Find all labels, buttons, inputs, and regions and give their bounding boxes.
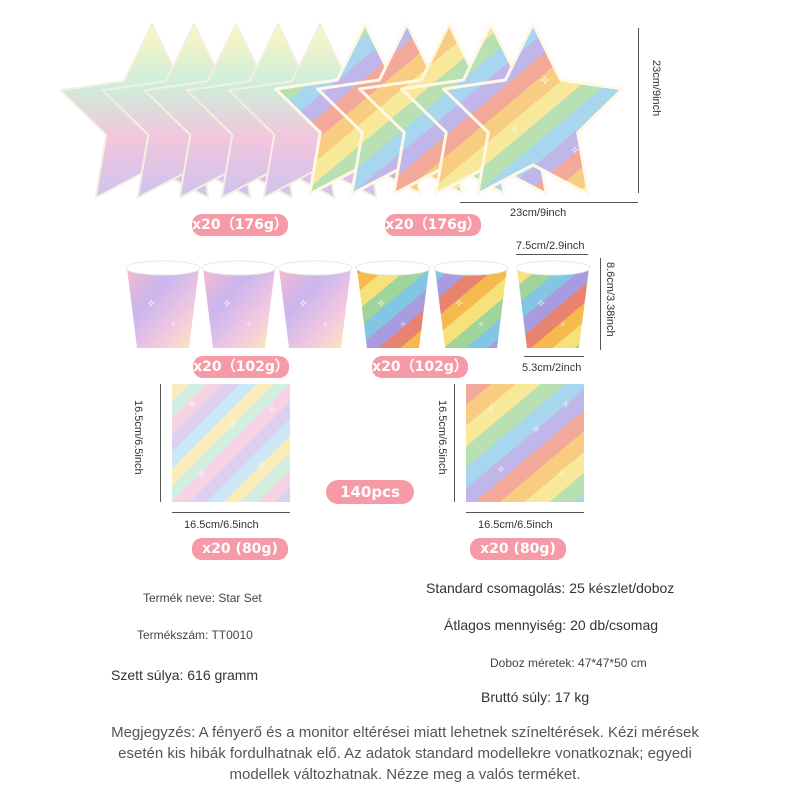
pastel-cup (125, 260, 201, 348)
pastel-cups (125, 260, 353, 348)
pastel-cups-quantity-badge: x20（102g） (193, 356, 289, 378)
rainbow-plates-quantity-badge: x20（176g） (385, 214, 481, 236)
plate-height-dimension: 23cm/9inch (650, 60, 662, 117)
rainbow-napkins-quantity-badge: x20 (80g) (470, 538, 566, 560)
plate-width-line (460, 202, 638, 203)
rainbow-star-plate (442, 22, 624, 196)
plate-height-line (638, 28, 639, 193)
rainbow-star-plates (274, 22, 624, 196)
left-napkin-height-line (160, 384, 161, 502)
rainbow-cups-quantity-badge: x20（102g） (372, 356, 468, 378)
right-napkin-width-line (466, 512, 584, 513)
cup-height-dimension: 8.6cm/3.38inch (604, 262, 616, 337)
cup-height-line (600, 258, 601, 350)
rainbow-cup (515, 260, 591, 348)
pastel-cup (277, 260, 353, 348)
right-napkin-height-dimension: 16.5cm/6.5inch (436, 400, 448, 475)
left-napkin-width-line (172, 512, 290, 513)
average-quantity: Átlagos mennyiség: 20 db/csomag (444, 617, 659, 633)
set-weight: Szett súlya: 616 gramm (111, 667, 259, 683)
right-napkin-width-dimension: 16.5cm/6.5inch (478, 519, 553, 531)
left-napkin-height-dimension: 16.5cm/6.5inch (132, 400, 144, 475)
left-napkin-width-dimension: 16.5cm/6.5inch (184, 519, 259, 531)
rainbow-cup (355, 260, 431, 348)
disclaimer-note: Megjegyzés: A fényerő és a monitor eltér… (111, 724, 699, 783)
pastel-napkin (172, 384, 290, 502)
rainbow-napkin (466, 384, 584, 502)
rainbow-cups (355, 260, 591, 348)
cup-top-line (516, 254, 588, 255)
gross-weight: Bruttó súly: 17 kg (481, 689, 590, 705)
plate-width-dimension: 23cm/9inch (510, 207, 567, 219)
cup-top-dimension: 7.5cm/2.9inch (516, 240, 585, 252)
product-number: Termékszám: TT0010 (137, 628, 253, 642)
cup-bottom-dimension: 5.3cm/2inch (522, 362, 582, 374)
rainbow-cup (433, 260, 509, 348)
total-pieces-badge: 140pcs (326, 480, 414, 504)
box-dimensions: Doboz méretek: 47*47*50 cm (490, 656, 647, 670)
standard-packaging: Standard csomagolás: 25 készlet/doboz (426, 580, 675, 596)
pastel-napkins-quantity-badge: x20 (80g) (192, 538, 288, 560)
pastel-cup (201, 260, 277, 348)
right-napkin-height-line (454, 384, 455, 502)
pastel-plates-quantity-badge: x20（176g） (192, 214, 288, 236)
product-name: Termék neve: Star Set (143, 591, 262, 605)
cup-bottom-line (524, 356, 584, 357)
